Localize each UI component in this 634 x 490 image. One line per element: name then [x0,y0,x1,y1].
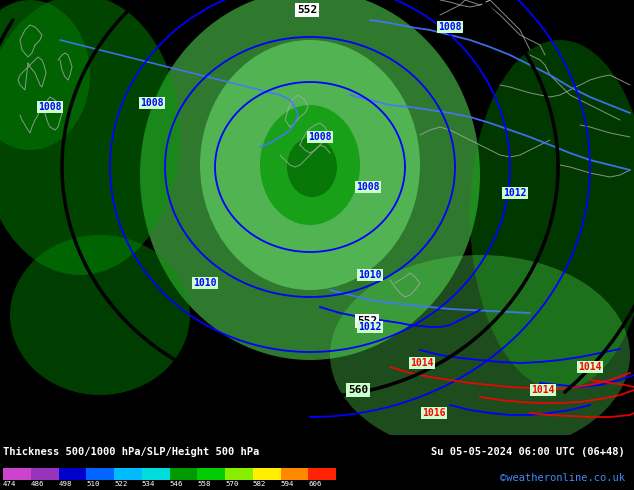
Text: 534: 534 [142,481,155,487]
Text: 606: 606 [308,481,321,487]
Bar [114,468,142,480]
Bar [197,468,225,480]
Text: 474: 474 [3,481,16,487]
Text: 1016: 1016 [422,408,446,418]
Text: Thickness 500/1000 hPa/SLP/Height 500 hPa: Thickness 500/1000 hPa/SLP/Height 500 hP… [3,447,259,457]
Text: 510: 510 [86,481,100,487]
Text: 1008: 1008 [308,132,332,142]
Bar [3,468,31,480]
Text: 1008: 1008 [38,102,61,112]
Text: 1014: 1014 [410,358,434,368]
Text: Su 05-05-2024 06:00 UTC (06+48): Su 05-05-2024 06:00 UTC (06+48) [431,447,625,457]
Ellipse shape [140,0,480,360]
Text: 1014: 1014 [531,385,555,395]
Bar [142,468,169,480]
Ellipse shape [330,255,630,455]
Text: 1008: 1008 [438,22,462,32]
Ellipse shape [260,105,360,225]
Text: 522: 522 [114,481,127,487]
Ellipse shape [200,40,420,290]
Bar [308,468,336,480]
Ellipse shape [287,137,337,197]
Text: 546: 546 [169,481,183,487]
Bar [225,468,253,480]
Text: 552: 552 [297,5,317,15]
Text: 570: 570 [225,481,238,487]
Text: 558: 558 [197,481,210,487]
Text: 1012: 1012 [358,322,382,332]
Text: 1014: 1014 [578,362,602,372]
Bar [31,468,58,480]
Text: 1010: 1010 [358,270,382,280]
Text: 1010: 1010 [193,278,217,288]
Text: 552: 552 [357,316,377,326]
Text: 498: 498 [58,481,72,487]
Text: 1012: 1012 [503,188,527,198]
Text: ©weatheronline.co.uk: ©weatheronline.co.uk [500,473,625,483]
Ellipse shape [0,0,90,150]
Text: 582: 582 [253,481,266,487]
Text: 594: 594 [280,481,294,487]
Bar [169,468,197,480]
Ellipse shape [470,40,634,390]
Bar [86,468,114,480]
Bar [58,468,86,480]
Text: 1008: 1008 [356,182,380,192]
Bar [253,468,280,480]
Text: 560: 560 [348,385,368,395]
Ellipse shape [0,0,180,275]
Bar [280,468,308,480]
Text: 1008: 1008 [140,98,164,108]
Text: 486: 486 [31,481,44,487]
Ellipse shape [10,235,190,395]
